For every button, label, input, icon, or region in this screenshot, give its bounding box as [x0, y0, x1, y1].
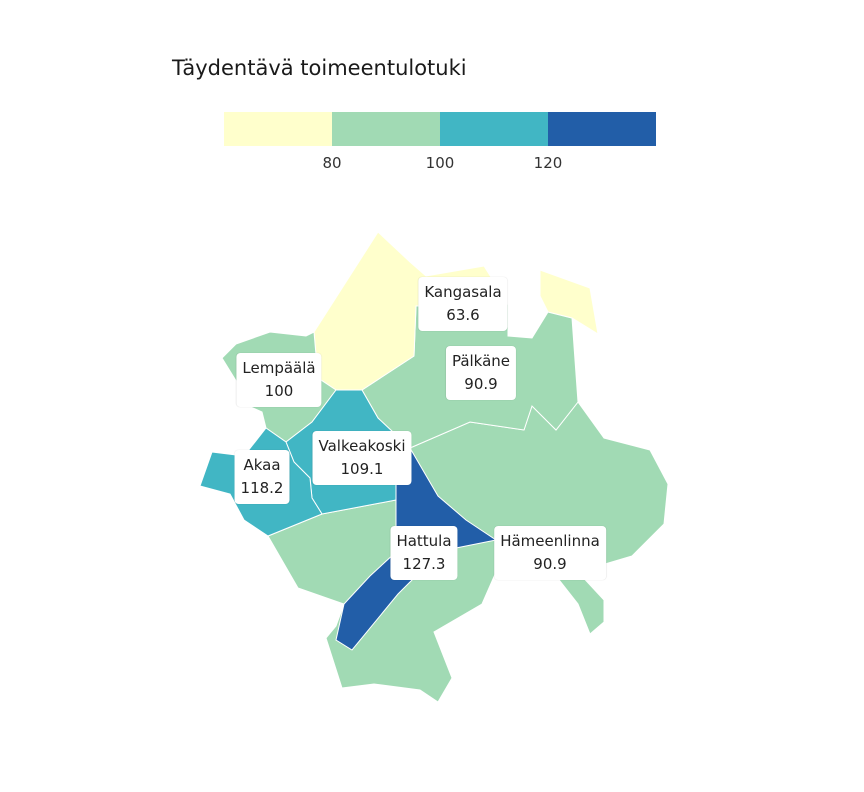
legend-bin-4	[548, 112, 656, 146]
legend-bin-3	[440, 112, 548, 146]
label-valkeakoski: Valkeakoski 109.1	[312, 431, 412, 485]
map-title: Täydentävä toimeentulotuki	[172, 56, 467, 80]
label-palkane-value: 90.9	[464, 375, 498, 393]
label-hameenlinna: Hämeenlinna 90.9	[494, 526, 606, 580]
label-hattula-name: Hattula	[396, 532, 452, 550]
label-valkeakoski-name: Valkeakoski	[318, 437, 406, 455]
legend-tick-120: 120	[533, 154, 563, 172]
label-lempaala: Lempäälä 100	[236, 353, 322, 407]
label-lempaala-value: 100	[264, 382, 294, 400]
label-hattula-value: 127.3	[402, 555, 446, 573]
label-valkeakoski-value: 109.1	[340, 460, 384, 478]
label-hattula: Hattula 127.3	[390, 526, 458, 580]
legend-tick-100: 100	[425, 154, 455, 172]
label-hameenlinna-value: 90.9	[533, 555, 567, 573]
label-akaa: Akaa 118.2	[234, 450, 290, 504]
legend-bin-1	[224, 112, 332, 146]
color-legend	[224, 112, 656, 146]
label-hameenlinna-name: Hämeenlinna	[500, 532, 600, 550]
label-kangasala: Kangasala 63.6	[418, 277, 508, 331]
label-lempaala-name: Lempäälä	[242, 359, 316, 377]
label-palkane-name: Pälkäne	[451, 352, 511, 370]
label-kangasala-name: Kangasala	[424, 283, 502, 301]
label-palkane: Pälkäne 90.9	[445, 346, 517, 400]
label-akaa-value: 118.2	[240, 479, 284, 497]
label-kangasala-value: 63.6	[446, 306, 480, 324]
label-akaa-name: Akaa	[243, 456, 281, 474]
legend-ticks: 80 100 120	[0, 154, 864, 174]
legend-bin-2	[332, 112, 440, 146]
legend-tick-80: 80	[322, 154, 342, 172]
